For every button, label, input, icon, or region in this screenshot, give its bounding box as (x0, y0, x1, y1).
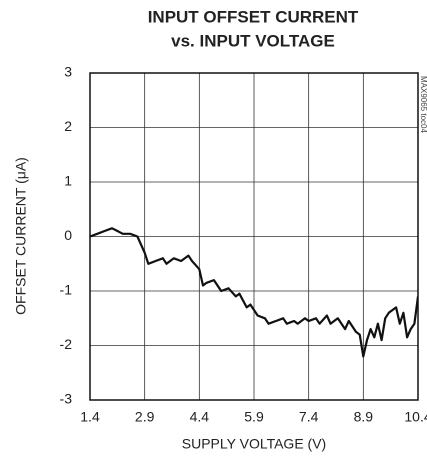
data-line (90, 227, 418, 358)
y-tick-label: 0 (64, 227, 72, 243)
y-tick-label: 3 (64, 64, 72, 80)
x-tick-label: 2.9 (135, 409, 155, 425)
x-tick-label: 8.9 (354, 409, 374, 425)
x-tick-label: 5.9 (244, 409, 264, 425)
chart-title: INPUT OFFSET CURRENT (148, 7, 359, 26)
y-tick-label: -2 (60, 336, 73, 352)
annotation: MAX9065 toc04 (419, 76, 427, 133)
x-tick-label: 4.4 (190, 409, 210, 425)
x-axis-label: SUPPLY VOLTAGE (V) (182, 436, 326, 452)
y-tick-label: 2 (64, 118, 72, 134)
x-tick-label: 1.4 (80, 409, 100, 425)
y-axis-label: OFFSET CURRENT (μA) (13, 157, 29, 315)
x-tick-label: 10.4 (404, 409, 427, 425)
y-tick-label: 1 (64, 173, 72, 189)
chart-subtitle: vs. INPUT VOLTAGE (171, 31, 335, 50)
x-tick-label: 7.4 (299, 409, 319, 425)
y-tick-label: -1 (60, 282, 73, 298)
y-tick-label: -3 (60, 391, 73, 407)
